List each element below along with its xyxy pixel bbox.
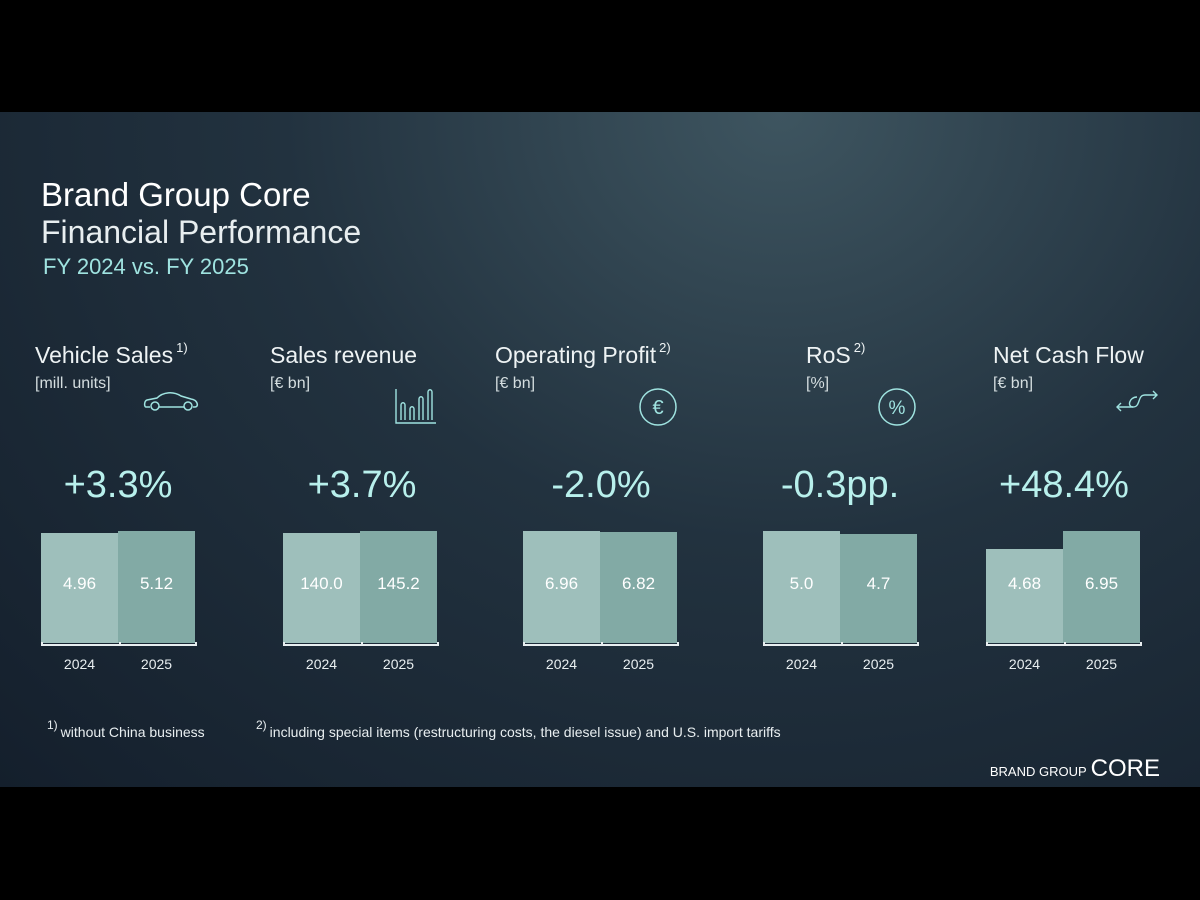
kpi-header: Sales revenue [€ bn] <box>270 342 490 393</box>
kpi-delta: -0.3pp. <box>780 464 900 506</box>
bar-chart-icon <box>395 387 437 430</box>
car-icon <box>143 387 201 418</box>
kpi-header: Vehicle Sales 1) [mill. units] <box>35 340 255 393</box>
x-tick-label: 2024 <box>545 656 578 672</box>
kpi-delta: +3.7% <box>307 464 417 506</box>
bar-value-label: 6.82 <box>621 574 656 593</box>
bar-value-label: 6.95 <box>1084 574 1119 593</box>
kpi-title-text: Vehicle Sales <box>35 342 174 368</box>
bar-2024: 5.0 <box>763 531 840 643</box>
bar-2024: 4.68 <box>986 549 1063 643</box>
bar-2025: 145.2 <box>360 531 437 643</box>
bar-2024: 4.96 <box>41 533 118 643</box>
footnote-1: 1) without China business <box>47 718 205 740</box>
footnote-text: without China business <box>60 724 205 740</box>
logo-large: CORE <box>1090 755 1160 782</box>
x-tick-label: 2025 <box>1085 656 1118 672</box>
bar-2025: 6.82 <box>600 532 677 643</box>
bar-value-label: 5.12 <box>139 574 174 593</box>
cash-flow-icon <box>1115 387 1159 418</box>
bar-chart: 4.96 5.12 2024 2025 <box>41 512 197 672</box>
x-tick-label: 2024 <box>785 656 818 672</box>
footnote-2: 2) including special items (restructuring… <box>256 718 781 740</box>
svg-text:€: € <box>652 397 663 419</box>
x-tick-label: 2024 <box>305 656 338 672</box>
kpi-header: Operating Profit 2) [€ bn] <box>495 340 715 393</box>
kpi-title-text: Sales revenue <box>270 342 418 368</box>
bar-2025: 6.95 <box>1063 531 1140 643</box>
x-axis <box>523 642 679 646</box>
footnote-mark: 2) <box>659 340 671 355</box>
kpi-delta: +3.3% <box>63 464 173 506</box>
svg-text:%: % <box>889 398 906 419</box>
logo-small: BRAND GROUP <box>989 764 1087 779</box>
kpi-header: Net Cash Flow [€ bn] <box>993 342 1200 393</box>
kpi-title: Vehicle Sales 1) <box>35 340 255 369</box>
x-tick-label: 2025 <box>622 656 655 672</box>
kpi-title-text: Net Cash Flow <box>993 342 1144 368</box>
kpi-unit: [€ bn] <box>270 375 311 392</box>
bar-chart: 6.96 6.82 2024 2025 <box>523 512 679 672</box>
x-axis <box>283 642 439 646</box>
footnote-mark: 1) <box>47 718 58 732</box>
footnote-mark: 2) <box>853 340 866 355</box>
x-tick-label: 2024 <box>63 656 96 672</box>
slide: Brand Group Core Financial Performance F… <box>0 112 1200 787</box>
footnote-mark: 2) <box>256 718 267 732</box>
kpi-unit: [€ bn] <box>495 375 536 392</box>
x-axis <box>41 642 197 646</box>
kpi-header: RoS 2) [%] <box>806 340 1026 393</box>
subtitle: Financial Performance <box>41 214 362 250</box>
bar-2025: 4.7 <box>840 534 917 643</box>
bar-value-label: 4.7 <box>866 574 891 593</box>
kpi-delta: +48.4% <box>999 464 1129 506</box>
euro-icon: € <box>638 387 678 432</box>
x-tick-label: 2025 <box>140 656 173 672</box>
footnote-text: including special items (restructuring c… <box>269 724 781 740</box>
kpi-title-text: RoS <box>806 342 851 368</box>
kpi-title: Net Cash Flow <box>993 342 1200 369</box>
title: Brand Group Core <box>41 176 311 213</box>
bar-chart: 4.68 6.95 2024 2025 <box>986 512 1142 672</box>
bar-value-label: 145.2 <box>377 574 420 593</box>
x-axis <box>986 642 1142 646</box>
bar-2024: 140.0 <box>283 533 360 643</box>
bar-chart: 5.0 4.7 2024 2025 <box>763 512 919 672</box>
period: FY 2024 vs. FY 2025 <box>43 254 249 279</box>
x-tick-label: 2024 <box>1008 656 1041 672</box>
x-tick-label: 2025 <box>862 656 895 672</box>
bar-value-label: 140.0 <box>300 574 343 593</box>
brand-logo: BRAND GROUP CORE <box>990 755 1160 783</box>
bar-value-label: 4.96 <box>62 574 97 593</box>
x-axis <box>763 642 919 646</box>
kpi-title: Operating Profit 2) <box>495 340 715 369</box>
bar-value-label: 4.68 <box>1007 574 1042 593</box>
kpi-title: RoS 2) <box>806 340 1026 369</box>
bar-2024: 6.96 <box>523 531 600 643</box>
percent-icon: % <box>877 387 917 432</box>
footnote-mark: 1) <box>176 340 188 355</box>
x-tick-label: 2025 <box>382 656 415 672</box>
kpi-title-text: Operating Profit <box>495 342 657 368</box>
kpi-unit: [€ bn] <box>993 375 1034 392</box>
kpi-title: Sales revenue <box>270 342 490 369</box>
kpi-unit: [mill. units] <box>35 375 111 392</box>
bar-value-label: 5.0 <box>789 574 814 593</box>
bar-2025: 5.12 <box>118 531 195 643</box>
kpi-unit: [%] <box>806 375 830 392</box>
bar-value-label: 6.96 <box>544 574 579 593</box>
kpi-delta: -2.0% <box>551 464 651 506</box>
bar-chart: 140.0 145.2 2024 2025 <box>283 512 439 672</box>
